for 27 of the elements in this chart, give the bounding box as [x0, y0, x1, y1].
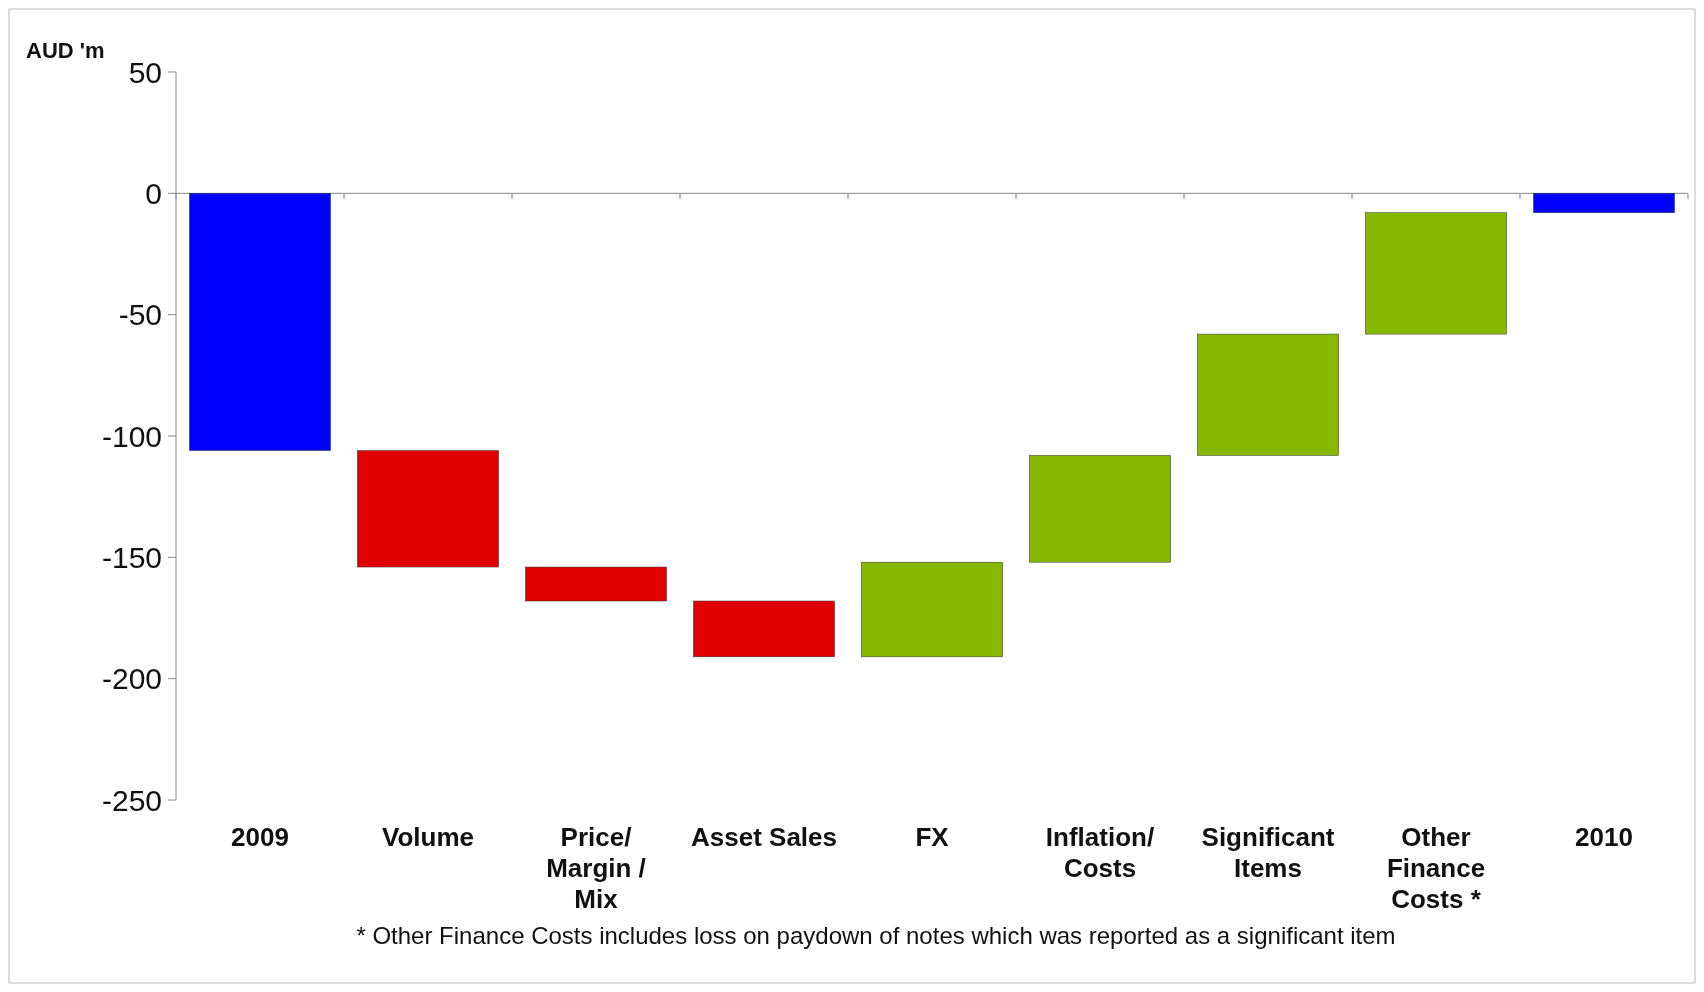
bar — [357, 450, 499, 568]
x-tick-label: 2010 — [1575, 822, 1633, 852]
x-tick-label: FX — [915, 822, 950, 852]
x-tick-label: 2009 — [231, 822, 289, 852]
bar — [189, 193, 331, 451]
bar — [693, 600, 835, 658]
bar — [525, 566, 667, 602]
bar — [861, 561, 1003, 658]
y-tick-label: -50 — [118, 298, 162, 332]
y-tick-label: 50 — [128, 55, 162, 89]
x-tick-label: Volume — [382, 822, 474, 852]
bar — [1197, 333, 1339, 456]
y-tick-label: -200 — [101, 662, 162, 696]
bar — [1029, 455, 1171, 563]
y-tick-label: 0 — [145, 176, 162, 210]
y-tick-label: -250 — [101, 783, 162, 817]
y-axis-title: AUD 'm — [26, 38, 105, 63]
text: * Other Finance Costs includes loss on paydown of notes which was reported as a significant item — [356, 922, 1396, 949]
x-tick-label: Significant Items — [1201, 822, 1335, 883]
y-tick-label: -150 — [101, 540, 162, 574]
x-tick-label: Asset Sales — [691, 822, 837, 852]
x-tick-label: Price/ Margin / Mix — [546, 822, 646, 914]
x-tick-label: Inflation/ Costs — [1045, 822, 1155, 883]
y-tick-label: -100 — [101, 419, 162, 453]
bar — [1533, 193, 1675, 213]
bar — [1365, 212, 1507, 335]
x-tick-label: Other Finance Costs * — [1386, 822, 1486, 914]
